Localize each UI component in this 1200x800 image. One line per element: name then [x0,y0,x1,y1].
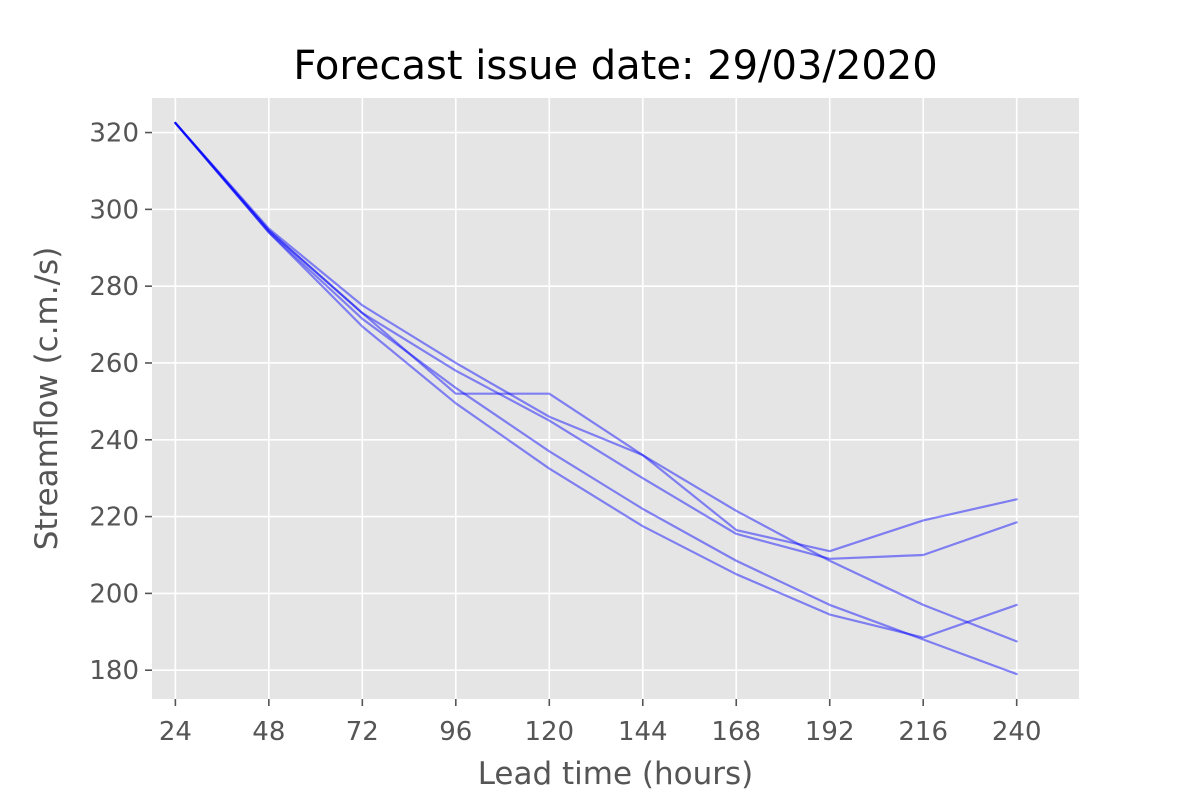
series-lines [174,121,1018,676]
x-tick-label: 144 [618,717,668,747]
axis-ticks: 24 48 72 96 120 144 168 192 216 240 180 200 220 240 26… [89,119,1041,747]
x-tick-label: 96 [439,717,472,747]
series-line-5 [174,121,1018,639]
y-tick-label: 260 [89,349,139,379]
x-tick-label: 72 [346,717,379,747]
y-tick-label: 220 [89,503,139,533]
x-tick-label: 216 [898,717,948,747]
y-tick-label: 240 [89,426,139,456]
plot-area-background [152,98,1079,699]
series-line-2 [174,121,1018,553]
y-tick-label: 300 [89,195,139,225]
x-tick-label: 120 [524,717,574,747]
x-tick-label: 24 [159,717,192,747]
x-axis-label: Lead time (hours) [478,756,754,792]
y-tick-label: 200 [89,579,139,609]
series-line-3 [174,121,1018,560]
x-tick-label: 240 [992,717,1042,747]
x-tick-label: 192 [805,717,855,747]
x-tick-label: 48 [252,717,285,747]
series-line-1 [174,121,1018,643]
y-tick-label: 280 [89,272,139,302]
y-tick-label: 320 [89,119,139,149]
x-tick-label: 168 [711,717,761,747]
chart-title: Forecast issue date: 29/03/2020 [293,43,937,89]
grid-lines [152,98,1079,699]
series-line-4 [174,121,1018,676]
y-tick-label: 180 [89,656,139,686]
y-axis-label: Streamflow (c.m./s) [29,247,65,551]
